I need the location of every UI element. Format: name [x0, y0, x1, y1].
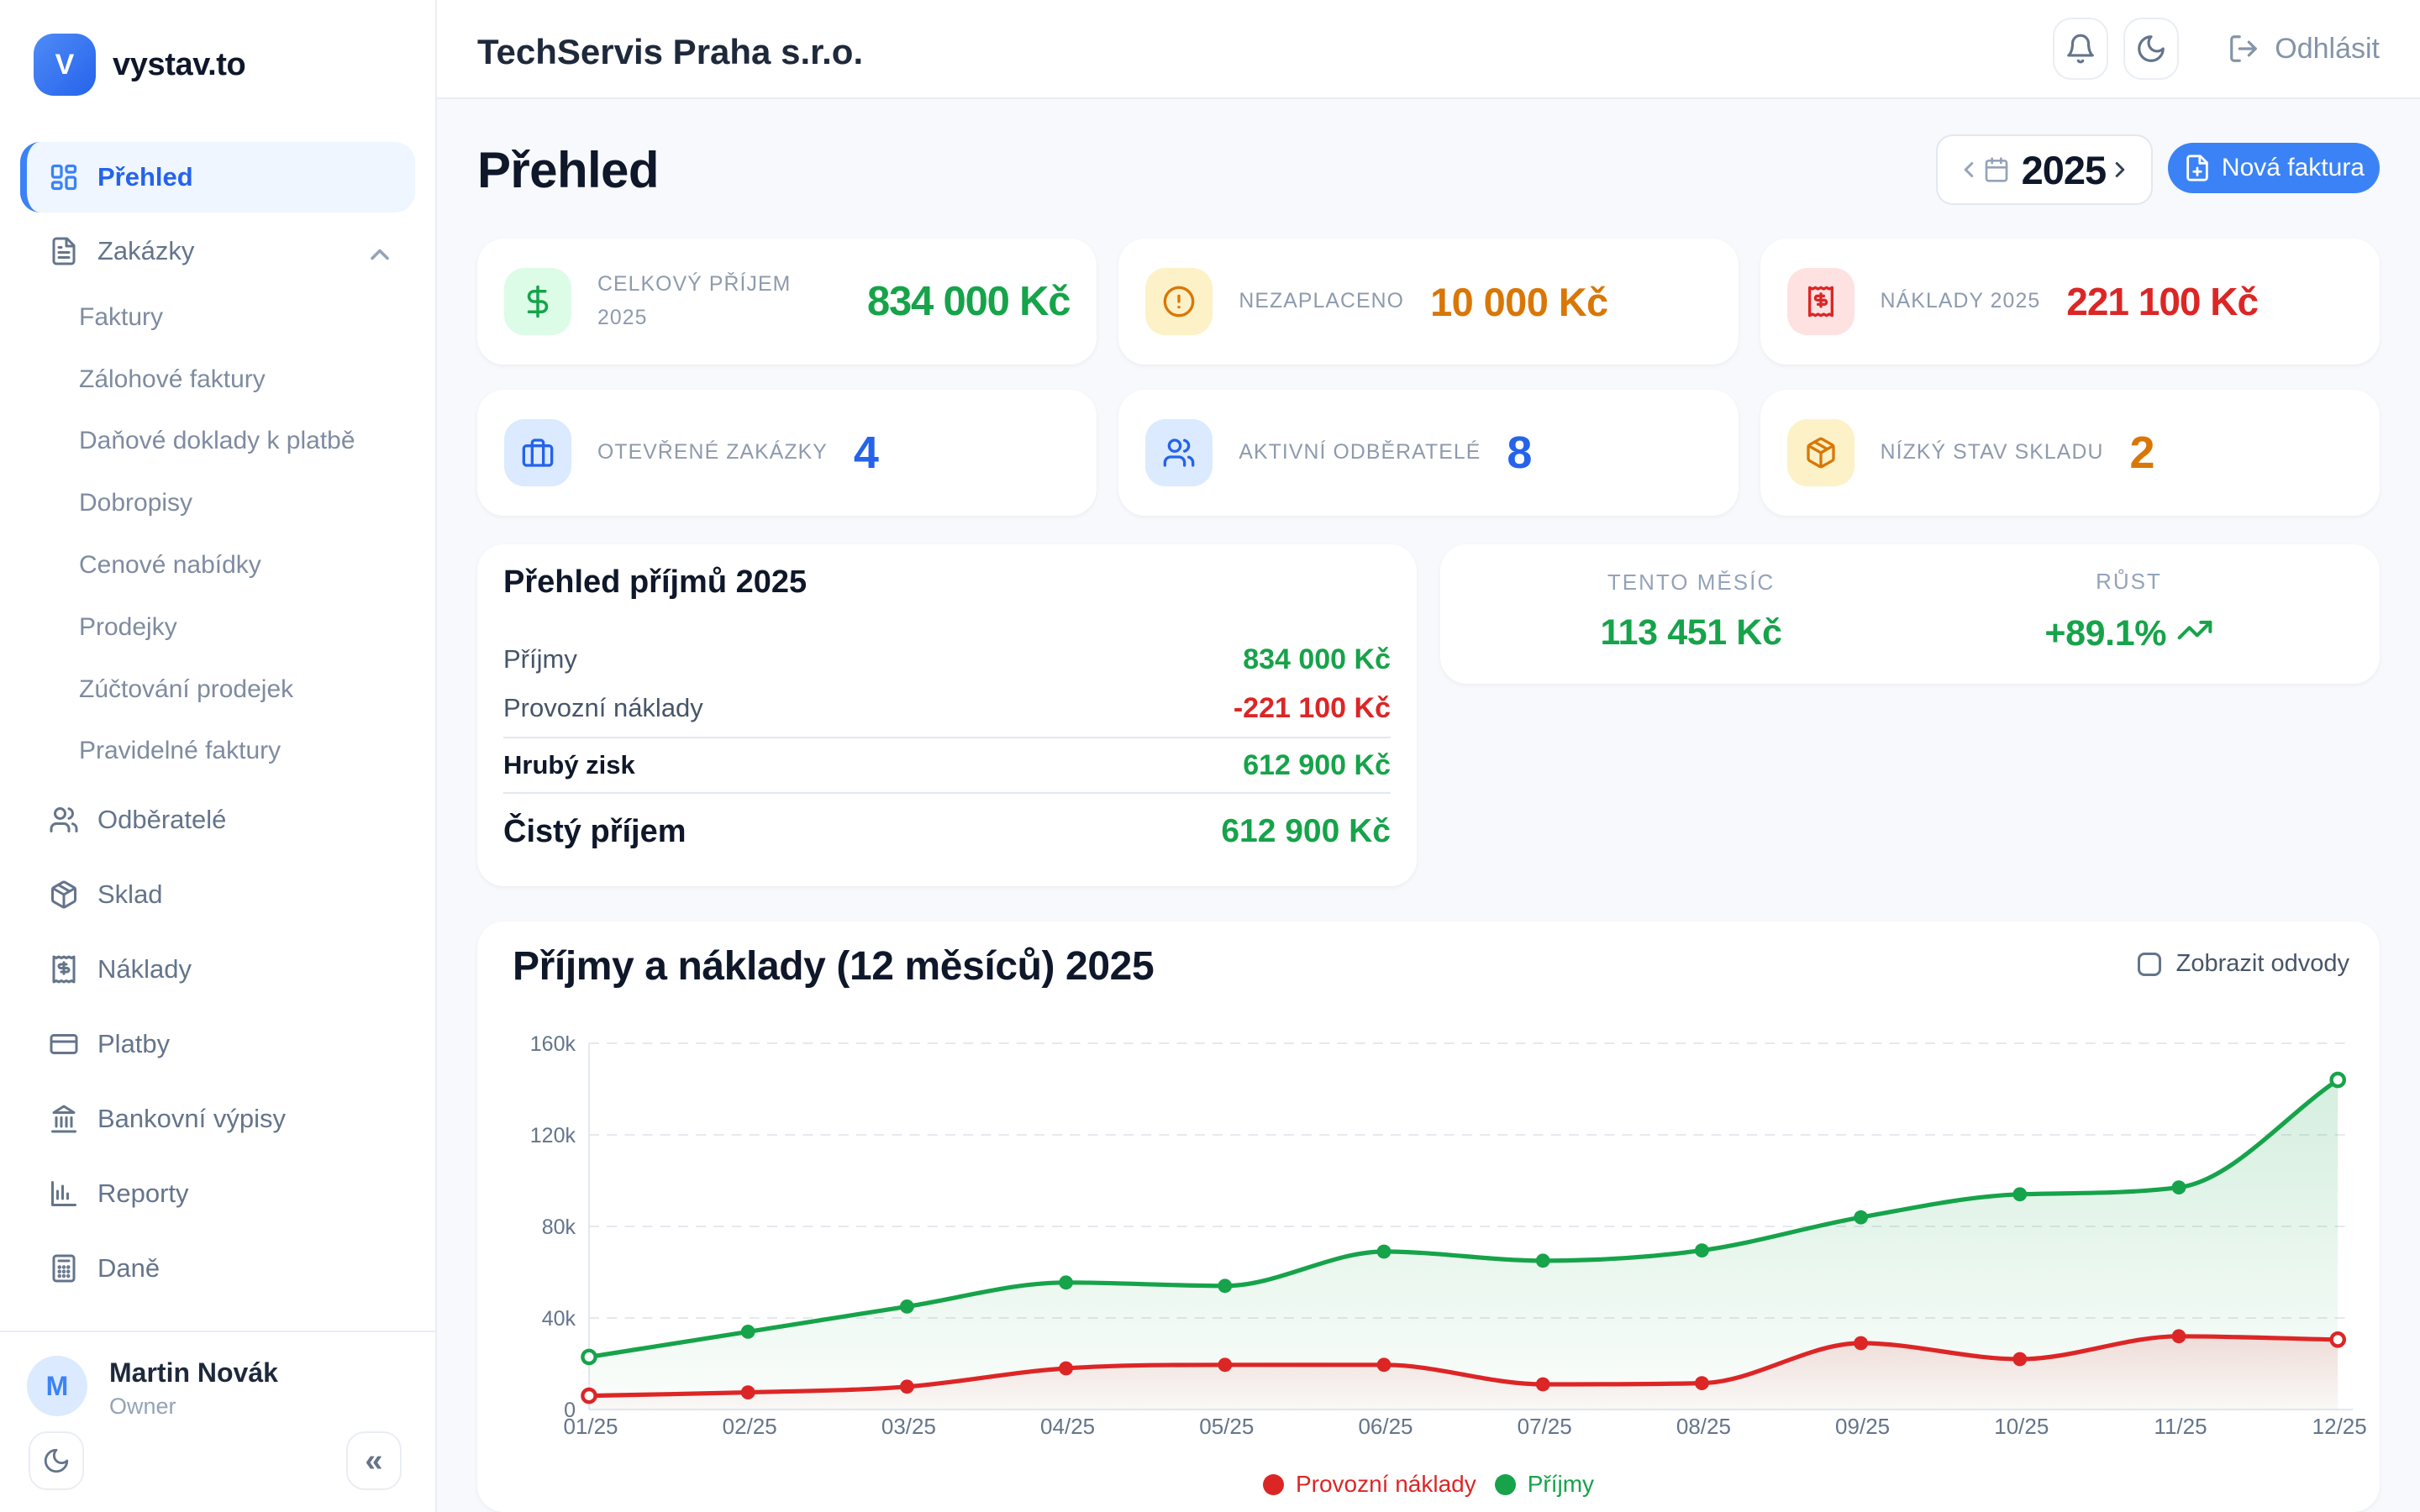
- svg-text:02/25: 02/25: [723, 1414, 777, 1439]
- svg-text:01/25: 01/25: [563, 1414, 618, 1439]
- svg-text:03/25: 03/25: [881, 1414, 936, 1439]
- svg-text:11/25: 11/25: [2154, 1414, 2207, 1439]
- svg-text:09/25: 09/25: [1835, 1414, 1890, 1439]
- svg-text:12/25: 12/25: [2312, 1414, 2367, 1439]
- svg-text:120k: 120k: [530, 1124, 576, 1147]
- svg-text:06/25: 06/25: [1358, 1414, 1413, 1439]
- svg-text:0: 0: [564, 1399, 576, 1422]
- svg-text:07/25: 07/25: [1518, 1414, 1572, 1439]
- svg-text:04/25: 04/25: [1040, 1414, 1095, 1439]
- svg-text:08/25: 08/25: [1676, 1414, 1731, 1439]
- svg-text:10/25: 10/25: [1994, 1414, 2049, 1439]
- svg-text:05/25: 05/25: [1199, 1414, 1254, 1439]
- svg-text:80k: 80k: [542, 1215, 576, 1239]
- svg-text:40k: 40k: [542, 1307, 576, 1331]
- svg-text:160k: 160k: [530, 1032, 576, 1056]
